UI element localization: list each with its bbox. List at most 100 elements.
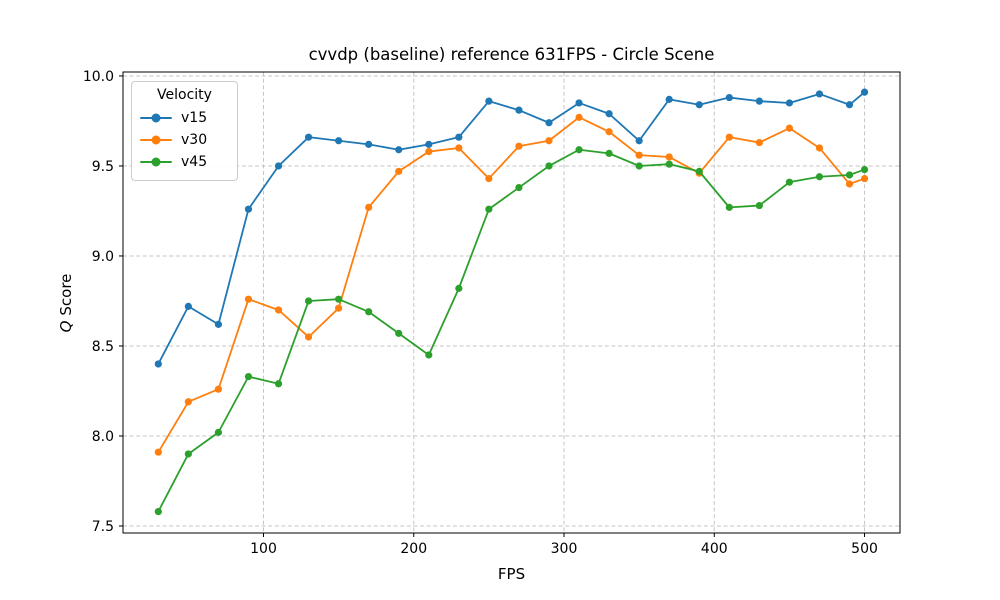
point-v30-370 bbox=[665, 153, 673, 161]
point-v45-90 bbox=[244, 372, 253, 381]
point-v15-490 bbox=[845, 101, 854, 109]
point-v30-210 bbox=[425, 147, 433, 156]
point-v15-370 bbox=[665, 95, 673, 103]
point-v30-190 bbox=[395, 167, 403, 175]
x-tick-label-200: 200 bbox=[400, 541, 427, 557]
legend-item: v30 bbox=[140, 129, 229, 151]
point-v15-90 bbox=[244, 205, 253, 213]
point-v30-290 bbox=[545, 137, 553, 145]
x-tick-label-400: 400 bbox=[701, 541, 728, 557]
point-v45-30 bbox=[154, 507, 162, 516]
point-v45-210 bbox=[425, 351, 433, 359]
point-v15-150 bbox=[335, 137, 343, 145]
point-v15-170 bbox=[365, 140, 373, 148]
point-v45-170 bbox=[365, 308, 373, 316]
point-v15-330 bbox=[605, 110, 613, 118]
point-v30-170 bbox=[365, 203, 373, 211]
point-v45-290 bbox=[545, 162, 553, 170]
point-v30-150 bbox=[335, 304, 343, 312]
point-v30-270 bbox=[515, 142, 523, 150]
point-v45-430 bbox=[755, 201, 763, 210]
legend-item: v15 bbox=[140, 107, 229, 129]
point-v30-310 bbox=[575, 113, 583, 121]
series-line-v30 bbox=[157, 116, 865, 453]
point-v15-250 bbox=[485, 97, 493, 105]
y-tick-label-10.0: 10.0 bbox=[83, 69, 114, 85]
point-v15-500 bbox=[860, 88, 869, 96]
y-axis-label-rest-part: Score bbox=[57, 273, 75, 316]
point-v45-70 bbox=[214, 428, 223, 436]
point-v15-270 bbox=[515, 106, 523, 114]
y-tick-label-9.5: 9.5 bbox=[92, 159, 114, 175]
x-tick-label-300: 300 bbox=[551, 541, 578, 557]
y-axis-label: Q Score bbox=[57, 274, 75, 333]
legend-line-marker-icon bbox=[140, 113, 172, 123]
point-v15-230 bbox=[455, 133, 463, 141]
point-v15-350 bbox=[635, 137, 643, 145]
point-v45-150 bbox=[335, 295, 343, 303]
point-v15-130 bbox=[304, 133, 313, 141]
x-tick-label-100: 100 bbox=[250, 541, 277, 557]
point-v30-470 bbox=[815, 144, 824, 152]
point-v15-430 bbox=[755, 97, 763, 105]
point-v30-500 bbox=[860, 174, 869, 183]
point-v45-110 bbox=[274, 380, 283, 388]
point-v45-450 bbox=[785, 178, 794, 186]
point-v45-230 bbox=[455, 284, 463, 292]
y-tick-label-9.0: 9.0 bbox=[92, 249, 114, 265]
point-v45-130 bbox=[304, 297, 313, 305]
point-v15-110 bbox=[274, 162, 283, 170]
point-v45-250 bbox=[485, 205, 493, 213]
point-v45-490 bbox=[845, 171, 854, 179]
point-v30-50 bbox=[184, 398, 192, 406]
point-v45-330 bbox=[605, 149, 613, 157]
plot-border bbox=[122, 71, 901, 534]
x-tick-label-500: 500 bbox=[851, 541, 878, 557]
point-v30-230 bbox=[455, 144, 463, 152]
legend: Velocity v15 v30 v45 bbox=[131, 81, 238, 181]
point-v45-390 bbox=[695, 167, 703, 175]
y-tick-label-7.5: 7.5 bbox=[92, 519, 114, 535]
point-v30-250 bbox=[485, 174, 493, 183]
legend-line-marker-icon bbox=[140, 157, 172, 167]
point-v30-30 bbox=[154, 448, 162, 456]
point-v30-490 bbox=[845, 180, 854, 188]
point-v45-410 bbox=[725, 203, 733, 211]
point-v30-450 bbox=[785, 124, 794, 132]
point-v15-30 bbox=[154, 360, 162, 368]
point-v45-350 bbox=[635, 162, 643, 170]
point-v30-110 bbox=[274, 306, 283, 314]
point-v45-500 bbox=[860, 165, 869, 174]
point-v15-410 bbox=[725, 93, 733, 102]
point-v30-130 bbox=[304, 333, 313, 341]
point-v30-410 bbox=[725, 133, 733, 141]
point-v15-210 bbox=[425, 140, 433, 148]
chart-title: cvvdp (baseline) reference 631FPS - Circ… bbox=[308, 45, 715, 64]
legend-item-label: v15 bbox=[181, 110, 208, 126]
point-v15-470 bbox=[815, 90, 824, 98]
point-v15-190 bbox=[395, 146, 403, 154]
legend-line-marker-icon bbox=[140, 135, 172, 145]
point-v30-350 bbox=[635, 151, 643, 159]
point-v45-370 bbox=[665, 160, 673, 168]
point-v45-310 bbox=[575, 146, 583, 154]
point-v30-70 bbox=[214, 385, 223, 393]
point-v45-50 bbox=[184, 450, 192, 458]
y-tick-label-8.0: 8.0 bbox=[92, 429, 114, 445]
x-axis-label: FPS bbox=[497, 565, 526, 583]
point-v15-450 bbox=[785, 99, 794, 107]
point-v45-190 bbox=[395, 329, 403, 337]
y-axis-label-italic-part: Q bbox=[57, 320, 75, 333]
point-v30-90 bbox=[244, 295, 253, 303]
legend-item-label: v45 bbox=[181, 154, 208, 170]
series-line-v15 bbox=[157, 91, 866, 365]
point-v30-430 bbox=[755, 138, 763, 147]
point-v15-70 bbox=[214, 320, 223, 328]
legend-item: v45 bbox=[140, 151, 229, 173]
point-v15-50 bbox=[184, 302, 192, 310]
point-v30-330 bbox=[605, 128, 613, 136]
legend-item-label: v30 bbox=[181, 132, 208, 148]
point-v45-270 bbox=[515, 183, 523, 192]
